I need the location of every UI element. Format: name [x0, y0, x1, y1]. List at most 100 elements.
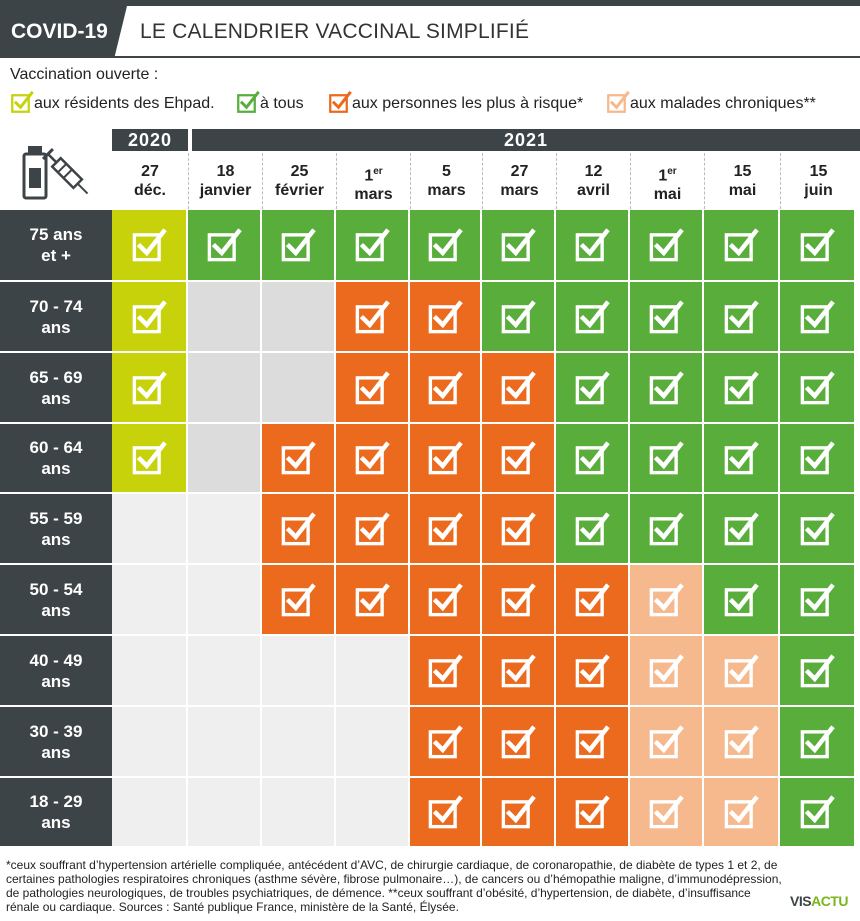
vaccination-cell — [556, 424, 628, 492]
empty-cell — [336, 636, 408, 705]
date-header: 25 février — [262, 153, 336, 209]
checkbox-icon — [236, 90, 260, 114]
checkbox-icon — [10, 90, 34, 114]
vaccination-cell — [188, 210, 260, 280]
footnote: *ceux souffrant d’hypertension artériell… — [6, 858, 782, 914]
check-icon — [574, 724, 610, 760]
vaccination-cell — [556, 636, 628, 705]
vaccination-cell — [112, 353, 186, 422]
vaccination-cell — [630, 778, 702, 846]
date-header: 15 juin — [780, 153, 856, 209]
vaccination-cell — [630, 494, 702, 563]
check-icon — [648, 370, 684, 406]
check-icon — [500, 511, 536, 547]
check-icon — [723, 227, 759, 263]
check-icon — [723, 724, 759, 760]
check-icon — [500, 370, 536, 406]
vaccination-cell — [630, 424, 702, 492]
check-icon — [354, 370, 390, 406]
vaccination-cell — [780, 282, 854, 351]
vaccination-cell — [482, 494, 554, 563]
date-header: 15 mai — [704, 153, 780, 209]
brand-logo: VISACTU — [790, 893, 848, 909]
vaccination-cell — [780, 778, 854, 846]
vaccination-cell — [410, 707, 480, 776]
check-icon — [427, 370, 463, 406]
check-icon — [500, 227, 536, 263]
header-rule — [0, 56, 860, 58]
vaccination-cell — [410, 565, 480, 634]
vaccination-cell — [336, 353, 408, 422]
checkbox-icon — [606, 90, 630, 114]
top-bar — [0, 0, 860, 6]
legend-title: Vaccination ouverte : — [10, 66, 159, 83]
check-icon — [648, 440, 684, 476]
empty-cell — [262, 282, 334, 351]
vaccination-cell — [704, 494, 778, 563]
check-icon — [280, 582, 316, 618]
check-icon — [574, 794, 610, 830]
check-icon — [799, 582, 835, 618]
age-group-label: 70 - 74 ans — [0, 282, 112, 351]
vaccination-cell — [556, 565, 628, 634]
vaccination-cell — [482, 778, 554, 846]
page-title: LE CALENDRIER VACCINAL SIMPLIFIÉ — [140, 20, 530, 43]
check-icon — [574, 299, 610, 335]
empty-cell — [336, 778, 408, 846]
check-icon — [500, 582, 536, 618]
vaccination-cell — [704, 424, 778, 492]
check-icon — [427, 440, 463, 476]
vaccination-cell — [482, 210, 554, 280]
empty-cell — [188, 636, 260, 705]
legend-item: à tous — [236, 90, 304, 114]
legend-label: à tous — [260, 95, 304, 112]
legend-label: aux malades chroniques** — [630, 95, 816, 112]
legend-label: aux personnes les plus à risque* — [352, 95, 584, 112]
vaccination-cell — [704, 636, 778, 705]
check-icon — [723, 440, 759, 476]
check-icon — [427, 299, 463, 335]
vaccination-cell — [630, 565, 702, 634]
vaccination-cell — [780, 494, 854, 563]
vaccination-cell — [410, 636, 480, 705]
check-icon — [131, 299, 167, 335]
check-icon — [799, 511, 835, 547]
check-icon — [206, 227, 242, 263]
vaccination-cell — [556, 494, 628, 563]
age-group-label: 18 - 29 ans — [0, 778, 112, 846]
check-icon — [574, 370, 610, 406]
empty-cell — [188, 778, 260, 846]
check-icon — [574, 653, 610, 689]
vaccination-cell — [780, 636, 854, 705]
vaccination-cell — [410, 778, 480, 846]
vaccination-cell — [780, 707, 854, 776]
vaccination-cell — [336, 494, 408, 563]
vaccination-cell — [556, 778, 628, 846]
check-icon — [427, 511, 463, 547]
empty-cell — [188, 707, 260, 776]
date-header: 12 avril — [556, 153, 630, 209]
empty-cell — [188, 424, 260, 492]
check-icon — [799, 227, 835, 263]
check-icon — [280, 440, 316, 476]
check-icon — [427, 653, 463, 689]
vaccination-cell — [630, 353, 702, 422]
vaccination-cell — [112, 210, 186, 280]
check-icon — [799, 794, 835, 830]
vaccination-cell — [482, 565, 554, 634]
check-icon — [648, 724, 684, 760]
vaccination-cell — [630, 282, 702, 351]
vaccination-cell — [112, 424, 186, 492]
check-icon — [354, 227, 390, 263]
check-icon — [131, 227, 167, 263]
check-icon — [723, 582, 759, 618]
check-icon — [354, 299, 390, 335]
check-icon — [500, 794, 536, 830]
check-icon — [723, 653, 759, 689]
vaccination-cell — [704, 565, 778, 634]
vaccination-cell — [704, 778, 778, 846]
check-icon — [648, 227, 684, 263]
check-icon — [427, 724, 463, 760]
vaccination-cell — [482, 282, 554, 351]
check-icon — [799, 653, 835, 689]
